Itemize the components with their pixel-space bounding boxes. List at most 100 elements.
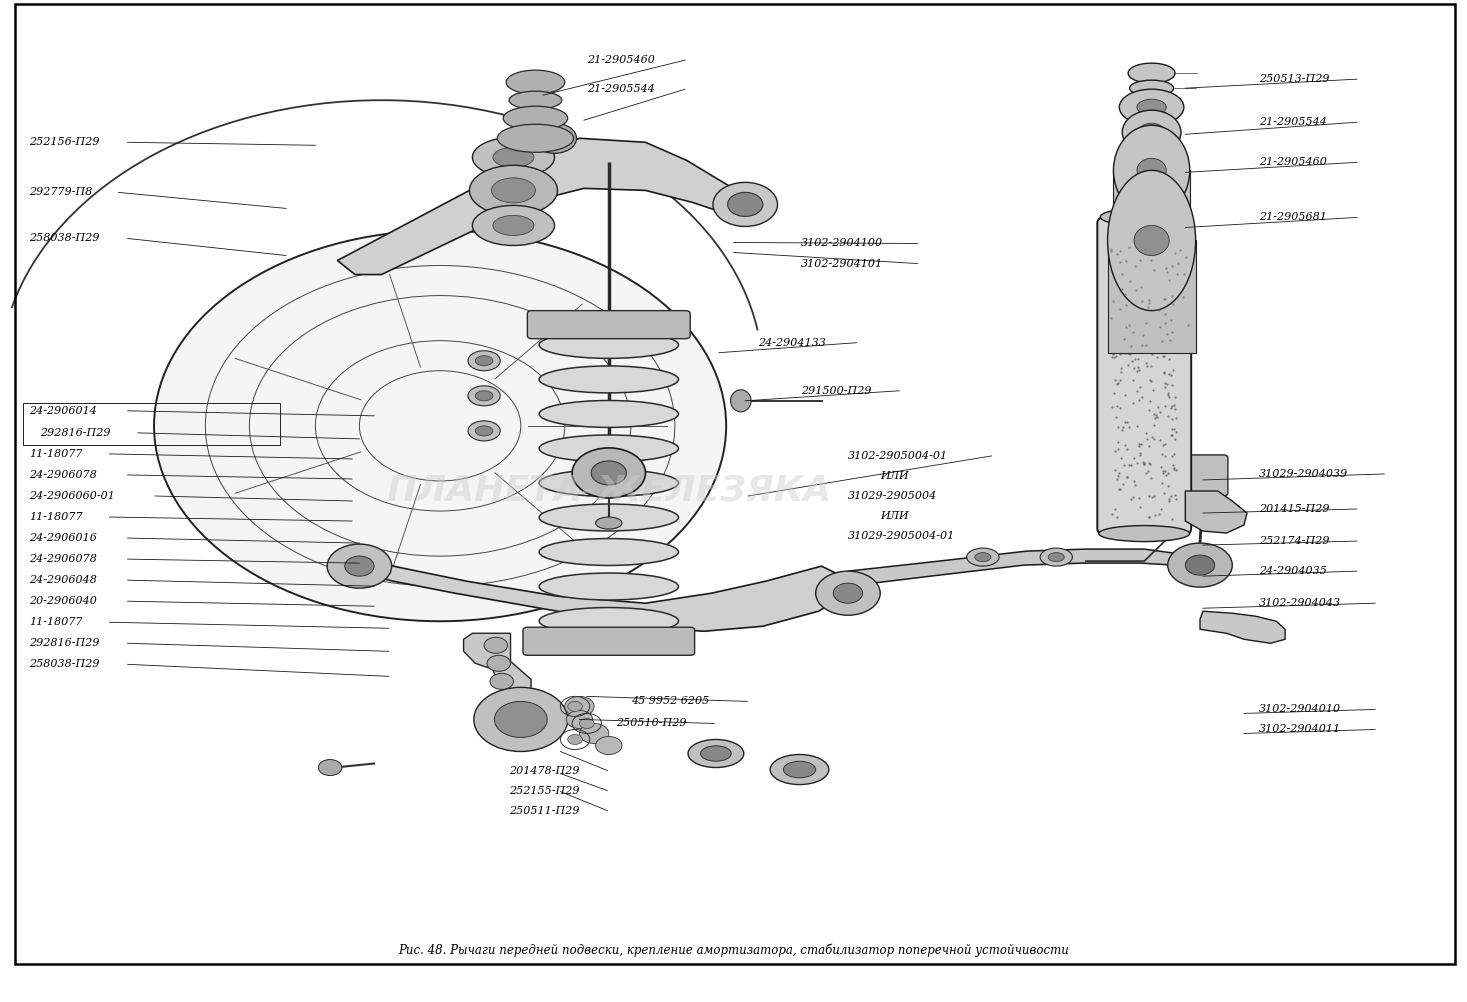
- Point: [1160, 448, 1184, 464]
- Point: [1144, 408, 1168, 424]
- FancyBboxPatch shape: [528, 311, 689, 339]
- Point: [1121, 324, 1144, 340]
- Circle shape: [816, 571, 880, 615]
- Text: 291500-П29: 291500-П29: [801, 386, 871, 396]
- Ellipse shape: [468, 421, 500, 441]
- Point: [1149, 227, 1172, 243]
- Point: [1163, 317, 1187, 333]
- Point: [1102, 346, 1125, 362]
- Point: [1112, 262, 1135, 278]
- Point: [1122, 360, 1146, 376]
- Point: [1134, 425, 1157, 441]
- Point: [1128, 263, 1152, 279]
- Point: [1160, 325, 1184, 341]
- Point: [1112, 331, 1135, 347]
- Text: ИЛИ: ИЛИ: [880, 511, 910, 521]
- FancyBboxPatch shape: [524, 627, 695, 655]
- Point: [1113, 388, 1137, 404]
- Point: [1137, 402, 1160, 418]
- Point: [1147, 342, 1171, 358]
- Point: [1137, 463, 1160, 479]
- Point: [1147, 324, 1171, 340]
- Point: [1155, 327, 1178, 343]
- Point: [1105, 256, 1128, 272]
- Point: [1125, 418, 1149, 434]
- Ellipse shape: [1128, 63, 1175, 83]
- Ellipse shape: [1108, 170, 1196, 311]
- Point: [1127, 362, 1150, 378]
- Point: [1156, 479, 1179, 495]
- Point: [1121, 254, 1144, 270]
- Point: [1147, 343, 1171, 359]
- Point: [1137, 488, 1160, 504]
- Point: [1106, 419, 1130, 435]
- Point: [1109, 400, 1133, 416]
- Point: [1109, 360, 1133, 376]
- Point: [1137, 296, 1160, 312]
- Point: [1143, 417, 1166, 433]
- Point: [1152, 331, 1175, 347]
- Point: [1177, 317, 1200, 333]
- Ellipse shape: [1119, 89, 1184, 125]
- Point: [1116, 239, 1140, 256]
- Point: [1152, 485, 1175, 501]
- Point: [1108, 465, 1131, 481]
- Point: [1119, 301, 1143, 317]
- Point: [1153, 292, 1177, 308]
- Point: [1128, 447, 1152, 463]
- Text: 258038-П29: 258038-П29: [29, 233, 100, 243]
- Point: [1146, 223, 1169, 239]
- Point: [1138, 373, 1162, 389]
- Point: [1165, 491, 1188, 507]
- Point: [1156, 385, 1179, 401]
- Bar: [1113, 170, 1190, 242]
- Point: [1131, 454, 1155, 470]
- FancyBboxPatch shape: [1178, 455, 1228, 496]
- Text: Рис. 48. Рычаги передней подвески, крепление амортизатора, стабилизатор поперечн: Рис. 48. Рычаги передней подвески, крепл…: [398, 943, 1069, 957]
- Point: [1105, 259, 1128, 275]
- Point: [1162, 421, 1185, 437]
- Circle shape: [591, 461, 626, 485]
- Point: [1111, 317, 1134, 333]
- Point: [1122, 473, 1146, 489]
- Point: [1118, 346, 1141, 362]
- Text: 31029-2904039: 31029-2904039: [1259, 469, 1348, 479]
- Point: [1152, 348, 1175, 364]
- Point: [1146, 350, 1169, 366]
- Point: [1157, 263, 1181, 279]
- Point: [1143, 275, 1166, 291]
- Ellipse shape: [469, 165, 557, 215]
- Point: [1149, 404, 1172, 420]
- Point: [1153, 463, 1177, 479]
- Point: [1159, 269, 1182, 285]
- Text: 292816-П29: 292816-П29: [40, 428, 110, 438]
- Polygon shape: [1200, 611, 1285, 643]
- Point: [1135, 358, 1159, 374]
- Point: [1130, 288, 1153, 304]
- Text: 3102-2904011: 3102-2904011: [1259, 724, 1341, 734]
- Polygon shape: [352, 559, 848, 631]
- Text: 31029-2905004: 31029-2905004: [848, 491, 937, 501]
- Text: 3102-2905004-01: 3102-2905004-01: [848, 451, 948, 461]
- Point: [1163, 336, 1187, 352]
- Point: [1157, 366, 1181, 382]
- Point: [1134, 315, 1157, 331]
- Point: [1157, 352, 1181, 368]
- Ellipse shape: [1137, 99, 1166, 115]
- Point: [1137, 509, 1160, 525]
- Point: [1121, 489, 1144, 505]
- Point: [1135, 299, 1159, 315]
- Point: [1100, 349, 1124, 365]
- Point: [1112, 476, 1135, 492]
- Text: 21-2905544: 21-2905544: [1259, 117, 1326, 127]
- Point: [1155, 467, 1178, 483]
- Point: [1137, 509, 1160, 525]
- Point: [1160, 296, 1184, 312]
- Point: [1162, 446, 1185, 462]
- Point: [1128, 445, 1152, 461]
- Point: [1162, 397, 1185, 413]
- Point: [1103, 501, 1127, 517]
- Point: [1160, 288, 1184, 304]
- Point: [1159, 488, 1182, 504]
- Point: [1105, 231, 1128, 247]
